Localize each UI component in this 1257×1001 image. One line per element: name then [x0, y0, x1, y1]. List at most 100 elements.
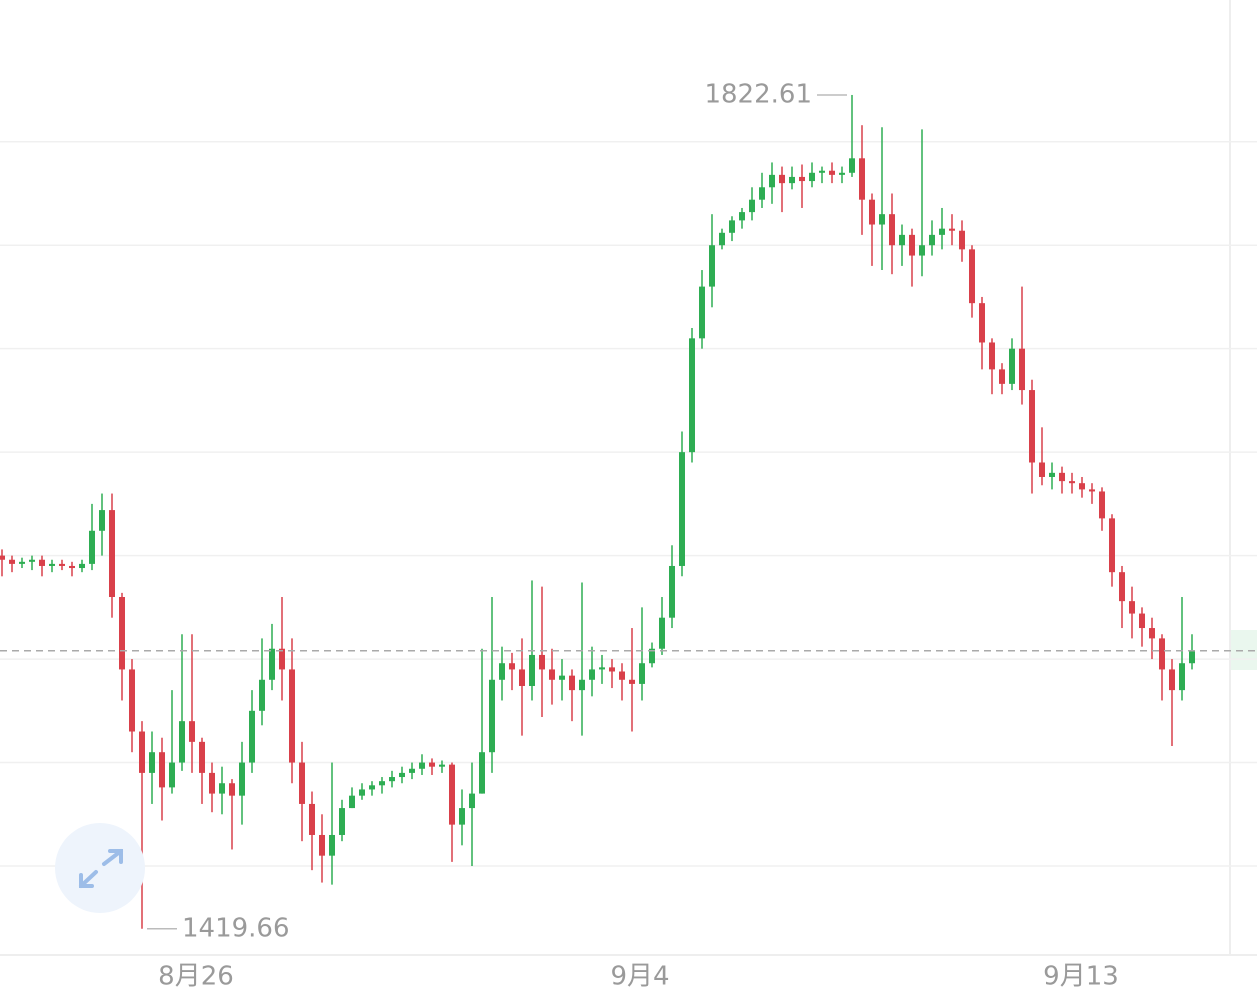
- candle-body: [649, 648, 655, 664]
- candle-body: [1169, 669, 1175, 691]
- min-label: 1419.66: [182, 913, 290, 943]
- candle-body: [249, 710, 255, 763]
- candle-body: [1139, 613, 1145, 629]
- x-tick-label: 9月13: [1043, 962, 1119, 992]
- candle-body: [569, 675, 575, 691]
- candle-body: [789, 176, 795, 184]
- candle-body: [189, 721, 195, 742]
- candle-body: [109, 510, 115, 598]
- candle-body: [479, 752, 485, 794]
- candle-body: [309, 803, 315, 835]
- candle-body: [859, 158, 865, 200]
- candle-body: [1129, 601, 1135, 614]
- candle-body: [939, 228, 945, 235]
- candle-body: [709, 245, 715, 287]
- candle-body: [679, 452, 685, 566]
- candle-body: [1189, 650, 1195, 664]
- candle-body: [969, 249, 975, 304]
- candle-body: [1019, 348, 1025, 391]
- candle-body: [1029, 390, 1035, 463]
- candle-body: [399, 772, 405, 778]
- candle-body: [379, 781, 385, 786]
- candle-body: [229, 783, 235, 796]
- candle-body: [159, 752, 165, 788]
- x-tick-label: 9月4: [610, 962, 669, 992]
- candle-body: [909, 234, 915, 256]
- candle-body: [779, 174, 785, 184]
- candle-body: [459, 808, 465, 825]
- candle-body: [1069, 481, 1075, 484]
- candle-body: [259, 679, 265, 711]
- candle-body: [589, 669, 595, 680]
- candle-body: [1039, 462, 1045, 477]
- candle-body: [519, 669, 525, 686]
- candle-body: [219, 783, 225, 794]
- candle-body: [1159, 638, 1165, 670]
- candle-body: [69, 565, 75, 569]
- candle-body: [49, 563, 55, 566]
- expand-button[interactable]: [55, 823, 145, 913]
- candle-body: [99, 510, 105, 531]
- candle-body: [1089, 489, 1095, 492]
- candle-body: [389, 777, 395, 782]
- candle-body: [699, 286, 705, 339]
- candle-body: [9, 559, 15, 564]
- candle-body: [339, 808, 345, 835]
- candle-body: [619, 671, 625, 680]
- candle-body: [279, 648, 285, 670]
- candle-body: [579, 679, 585, 691]
- candle-body: [739, 212, 745, 221]
- candle-body: [879, 214, 885, 225]
- candle-body: [929, 234, 935, 246]
- price-tag: [1231, 630, 1257, 670]
- candle-body: [149, 752, 155, 773]
- candle-body: [889, 214, 895, 246]
- candle-body: [629, 679, 635, 684]
- candle-body: [1059, 472, 1065, 482]
- candle-body: [539, 654, 545, 670]
- candle-body: [729, 220, 735, 233]
- candle-body: [749, 199, 755, 213]
- candle-body: [119, 597, 125, 670]
- candle-body: [599, 667, 605, 670]
- candle-body: [719, 232, 725, 246]
- candle-body: [39, 559, 45, 566]
- candle-body: [409, 768, 415, 773]
- candle-body: [359, 789, 365, 796]
- candle-body: [509, 663, 515, 670]
- candle-body: [919, 245, 925, 256]
- candle-body: [1109, 518, 1115, 573]
- candle-body: [899, 234, 905, 246]
- candle-body: [239, 762, 245, 796]
- candle-body: [89, 530, 95, 564]
- candle-body: [609, 667, 615, 672]
- candle-body: [799, 176, 805, 182]
- candle-body: [689, 338, 695, 453]
- candle-body: [869, 199, 875, 225]
- candle-body: [269, 648, 275, 680]
- candle-body: [199, 741, 205, 773]
- candle-body: [659, 617, 665, 649]
- candle-body: [559, 675, 565, 680]
- expand-circle[interactable]: [55, 823, 145, 913]
- candle-body: [29, 559, 35, 562]
- candle-body: [769, 174, 775, 188]
- candle-body: [489, 679, 495, 753]
- candle-body: [819, 170, 825, 173]
- candle-body: [299, 762, 305, 804]
- candle-body: [439, 764, 445, 767]
- candle-body: [429, 762, 435, 767]
- candle-body: [449, 764, 455, 825]
- expand-icon[interactable]: [79, 849, 123, 888]
- candle-body: [1119, 572, 1125, 602]
- candle-body: [639, 663, 645, 684]
- annotations: 1822.61 1419.66: [147, 79, 847, 943]
- candle-body: [809, 172, 815, 182]
- candle-body: [59, 563, 65, 566]
- candle-body: [469, 793, 475, 809]
- candle-body: [169, 762, 175, 788]
- candle-body: [319, 834, 325, 856]
- candle-body: [499, 663, 505, 680]
